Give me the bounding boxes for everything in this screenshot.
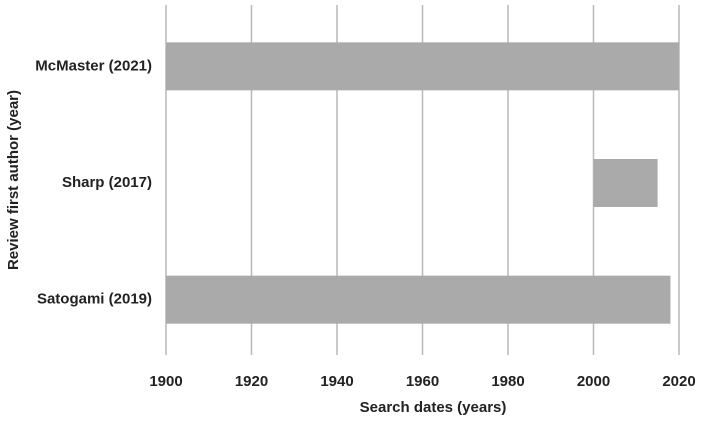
x-tick-label: 2000 (577, 373, 610, 390)
y-axis-title: Review first author (year) (5, 90, 22, 270)
y-tick-label: Sharp (2017) (62, 174, 152, 191)
bar (166, 42, 679, 91)
bar (166, 275, 671, 324)
y-tick-label: Satogami (2019) (37, 291, 152, 308)
x-tick-label: 1900 (149, 373, 182, 390)
x-tick-label: 2020 (662, 373, 695, 390)
x-tick-label: 1980 (491, 373, 524, 390)
y-tick-label: McMaster (2021) (35, 57, 152, 74)
x-tick-label: 1920 (235, 373, 268, 390)
x-tick-label: 1960 (406, 373, 439, 390)
x-axis-title: Search dates (years) (360, 399, 507, 416)
bar (593, 159, 658, 207)
x-tick-label: 1940 (320, 373, 353, 390)
